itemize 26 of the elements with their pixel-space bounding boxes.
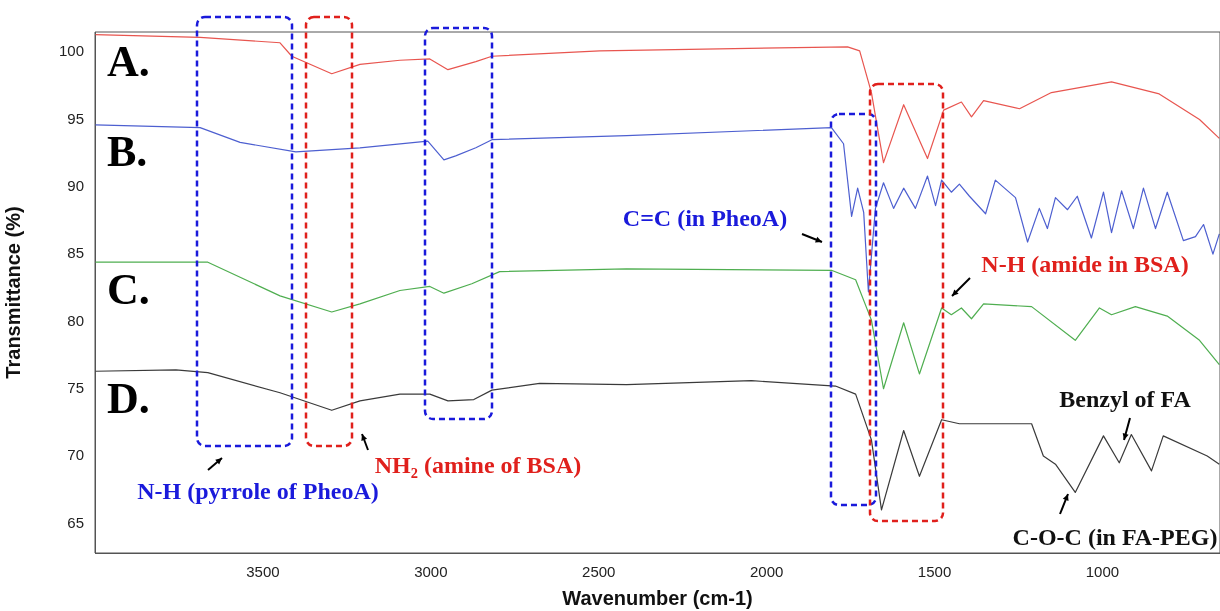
series-label: D. — [107, 373, 150, 423]
x-tick-label: 3500 — [246, 563, 280, 581]
series-label: C. — [107, 264, 150, 314]
annotation: C-O-C (in FA-PEG) — [1012, 524, 1218, 551]
annotation: Benzyl of FA — [1059, 386, 1191, 413]
x-tick-label: 3000 — [414, 563, 448, 581]
y-tick-label: 85 — [67, 244, 84, 262]
x-tick-label: 2500 — [582, 563, 616, 581]
series-label: A. — [107, 37, 150, 87]
y-tick-label: 65 — [67, 513, 84, 531]
x-tick-label: 1500 — [917, 563, 952, 581]
x-tick-label: 1000 — [1085, 563, 1120, 581]
annotation: N-H (pyrrole of PheoA) — [137, 478, 379, 505]
series-label: B. — [107, 127, 148, 177]
y-axis-title: Transmittance (%) — [1, 206, 24, 379]
x-axis-title: Wavenumber (cm-1) — [562, 586, 753, 609]
annotation: C=C (in PheoA) — [622, 205, 788, 232]
y-tick-label: 90 — [67, 176, 84, 194]
x-tick-label: 2000 — [749, 563, 784, 581]
y-tick-label: 80 — [67, 311, 84, 329]
y-tick-label: 95 — [67, 109, 84, 127]
annotation: N-H (amide in BSA) — [981, 251, 1189, 278]
y-tick-label: 70 — [67, 446, 84, 464]
annotation: NH₂ (amine of BSA) — [374, 452, 582, 479]
y-tick-label: 100 — [58, 42, 84, 60]
y-tick-label: 75 — [67, 378, 84, 396]
